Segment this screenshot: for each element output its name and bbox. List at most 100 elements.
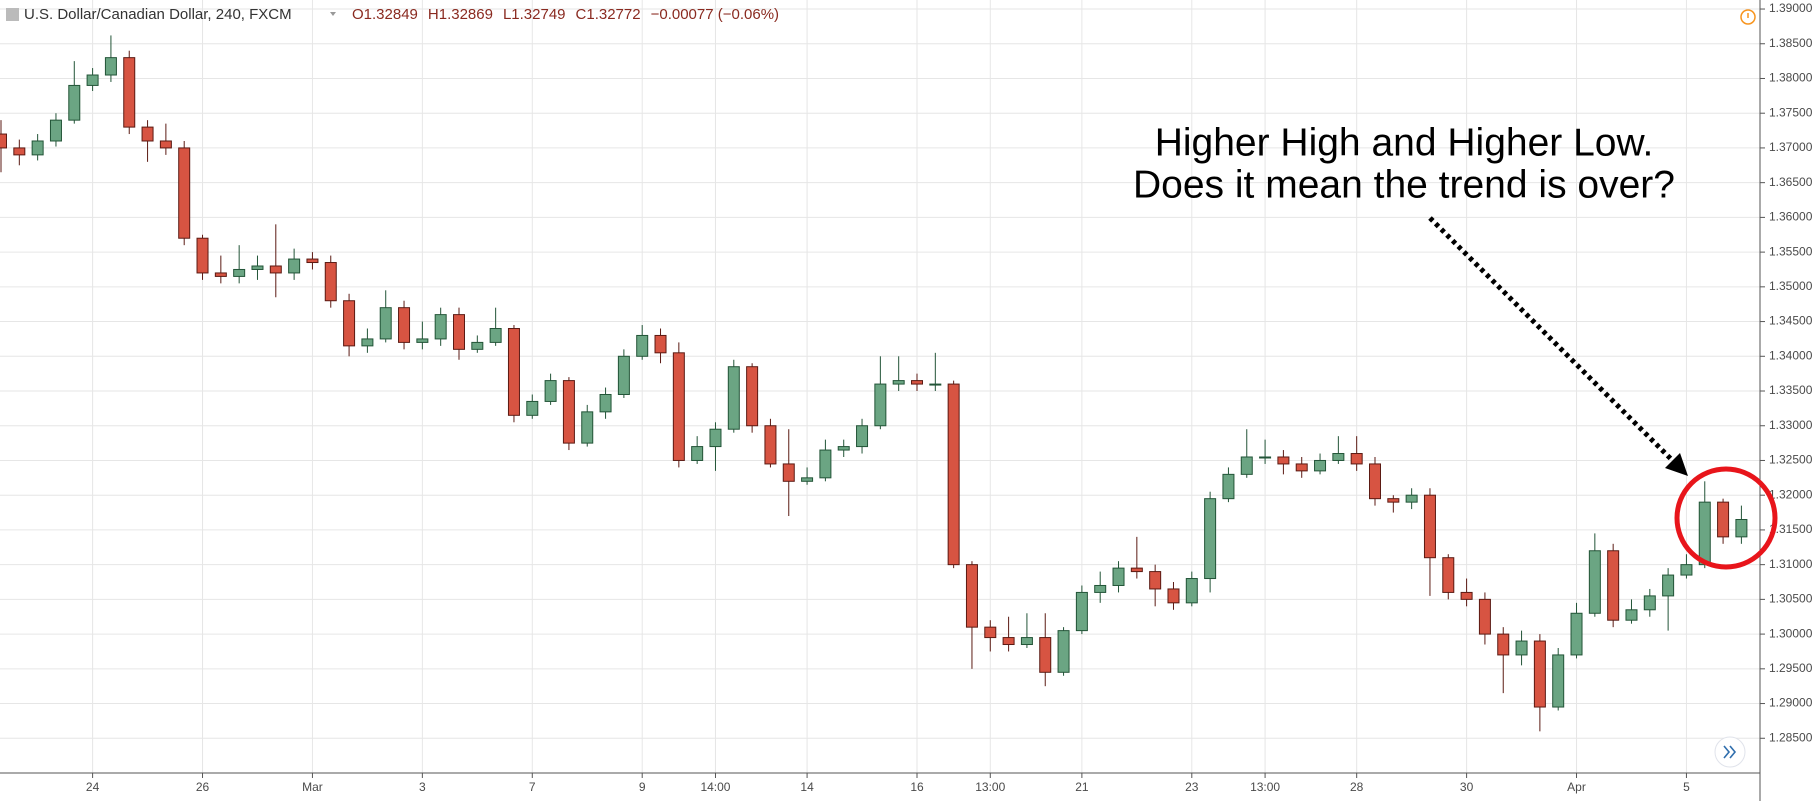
x-tick-label: 28 — [1350, 780, 1364, 794]
candle-body — [86, 74, 99, 86]
candle-body — [471, 341, 484, 350]
y-tick-label: 1.37000 — [1769, 140, 1813, 154]
candle-body — [416, 338, 429, 343]
candle-body — [562, 380, 575, 444]
header-value: L1.32749 — [503, 6, 566, 23]
candle-body — [856, 425, 869, 448]
annotation-line: Higher High and Higher Low. — [1155, 121, 1654, 164]
arrow-head — [1665, 453, 1688, 476]
candle-body — [837, 446, 850, 451]
candle-body — [1442, 557, 1455, 593]
header-title: U.S. Dollar/Canadian Dollar, 240, FXCM — [24, 6, 292, 23]
x-tick-label: 14 — [800, 780, 814, 794]
x-tick-label: 9 — [639, 780, 646, 794]
candle-body — [526, 400, 539, 416]
x-tick-label: 23 — [1185, 780, 1199, 794]
y-tick-label: 1.30500 — [1769, 592, 1813, 606]
annotation-arrow — [1428, 216, 1674, 462]
y-tick-label: 1.33000 — [1769, 418, 1813, 432]
candle-body — [123, 57, 136, 128]
candle-body — [1607, 550, 1620, 621]
candle-body — [1533, 640, 1546, 708]
candle-body — [984, 626, 997, 639]
candle-body — [599, 393, 612, 413]
y-tick-label: 1.38500 — [1769, 36, 1813, 50]
candle-body — [1588, 550, 1601, 614]
x-tick-label: 24 — [86, 780, 100, 794]
y-tick-label: 1.38000 — [1769, 71, 1813, 85]
y-tick-label: 1.31500 — [1769, 522, 1813, 536]
candle-body — [68, 84, 81, 121]
candle-body — [1240, 456, 1253, 475]
candle-body — [691, 446, 704, 461]
x-tick-label: Apr — [1567, 780, 1586, 794]
y-tick-label: 1.39000 — [1769, 1, 1813, 15]
candle-body — [214, 272, 227, 277]
candle-body — [892, 380, 905, 385]
candle-body — [782, 463, 795, 482]
candle-body — [1149, 571, 1162, 590]
candle-body — [453, 314, 465, 350]
candle-body — [1204, 498, 1217, 580]
x-tick-label: 5 — [1683, 780, 1690, 794]
candle-body — [1717, 501, 1730, 538]
candle-body — [636, 334, 649, 357]
y-tick-label: 1.32500 — [1769, 453, 1813, 467]
y-tick-label: 1.28500 — [1769, 730, 1813, 744]
candle-body — [1112, 567, 1125, 586]
candle-body — [1515, 640, 1528, 656]
y-tick-label: 1.30000 — [1769, 626, 1813, 640]
candle-body — [1259, 456, 1272, 459]
candle-body — [1552, 654, 1565, 708]
candle-body — [1350, 453, 1363, 465]
candle-body — [581, 411, 594, 444]
candle-body — [819, 449, 832, 479]
candles — [0, 35, 1748, 732]
candle-body — [672, 352, 685, 461]
candle-body — [13, 147, 26, 156]
candle-body — [1570, 612, 1583, 656]
candle-body — [1643, 595, 1656, 611]
candle-body — [764, 425, 777, 465]
y-tick-label: 1.34500 — [1769, 314, 1813, 328]
candle-body — [801, 477, 814, 482]
x-tick-label: 3 — [419, 780, 426, 794]
candle-body — [654, 334, 667, 354]
y-tick-label: 1.35000 — [1769, 279, 1813, 293]
y-tick-label: 1.34000 — [1769, 348, 1813, 362]
candle-body — [141, 126, 154, 142]
dropdown-caret[interactable] — [330, 12, 336, 16]
candle-body — [1167, 588, 1180, 604]
x-tick-label: 26 — [196, 780, 210, 794]
candle-body — [0, 133, 7, 149]
candle-body — [379, 307, 392, 340]
candle-body — [1478, 598, 1491, 635]
symbol-icon — [6, 8, 19, 21]
candle-body — [1497, 633, 1510, 656]
candle-body — [1314, 459, 1327, 472]
y-tick-label: 1.29500 — [1769, 661, 1813, 675]
candle-body — [288, 258, 301, 274]
candle-body — [1277, 456, 1290, 465]
candle-body — [1735, 519, 1748, 538]
highlight-circle — [1674, 466, 1778, 570]
candle-body — [1094, 584, 1107, 593]
candle-body — [306, 258, 319, 264]
header-value: H1.32869 — [428, 6, 493, 23]
alert-icon[interactable] — [1740, 9, 1756, 25]
candle-body — [434, 314, 447, 340]
y-tick-label: 1.32000 — [1769, 487, 1813, 501]
header-value: O1.32849 — [352, 6, 418, 23]
candle-body — [104, 57, 117, 76]
candle-body — [489, 328, 502, 343]
candle-body — [233, 268, 246, 277]
candle-body — [709, 428, 722, 448]
candle-body — [178, 147, 191, 239]
candle-body — [1222, 473, 1235, 500]
candle-body — [343, 300, 356, 347]
candle-body — [1387, 498, 1400, 503]
candle-body — [31, 140, 44, 156]
